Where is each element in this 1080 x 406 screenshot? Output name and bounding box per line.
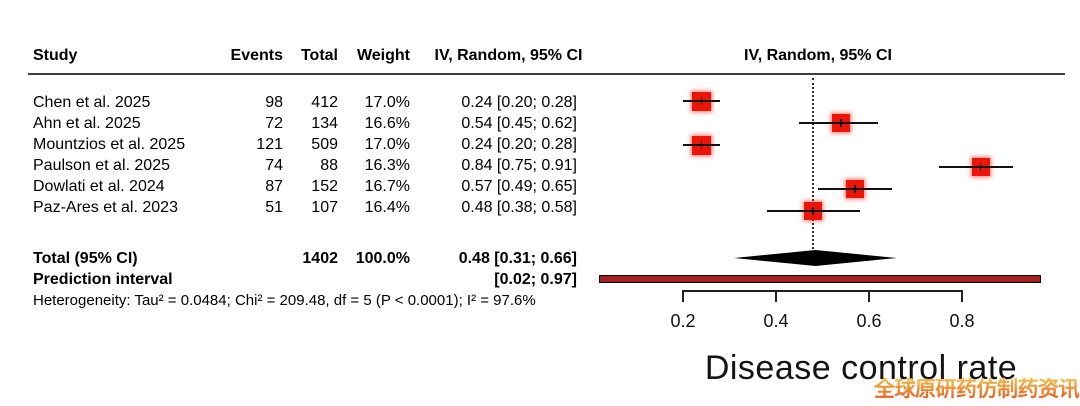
weight-value: 17.0% — [364, 94, 410, 111]
table-row: Ahn et al. 2025 72 134 16.6% 0.54 [0.45;… — [0, 115, 1080, 132]
x-axis-tick-label: 0.4 — [763, 311, 789, 331]
ci-center-tick — [854, 185, 856, 193]
header-rule — [28, 73, 1065, 75]
prediction-interval-label: Prediction interval — [33, 271, 173, 288]
ci-whisker — [799, 122, 879, 124]
total-value: 152 — [311, 178, 338, 195]
x-axis-tick-label: 0.6 — [856, 311, 882, 331]
total-value: 412 — [311, 94, 338, 111]
total-row-n: 1402 — [302, 250, 338, 267]
study-label: Mountzios et al. 2025 — [33, 136, 186, 153]
total-row-ci: 0.48 [0.31; 0.66] — [458, 250, 577, 267]
events-value: 87 — [265, 178, 283, 195]
total-value: 107 — [311, 199, 338, 216]
study-label: Dowlati et al. 2024 — [33, 178, 165, 195]
weight-value: 16.7% — [364, 178, 410, 195]
ci-value: 0.57 [0.49; 0.65] — [461, 178, 577, 195]
study-label: Ahn et al. 2025 — [33, 115, 141, 132]
total-row-weight: 100.0% — [355, 250, 410, 267]
x-axis-title: Disease control rate — [704, 349, 1018, 387]
x-axis-tick — [961, 290, 963, 302]
total-value: 134 — [311, 115, 338, 132]
events-value: 98 — [265, 94, 283, 111]
ci-value: 0.24 [0.20; 0.28] — [461, 136, 577, 153]
events-value: 72 — [265, 115, 283, 132]
overall-diamond — [734, 250, 897, 266]
column-header-study: Study — [33, 47, 78, 64]
study-label: Paulson et al. 2025 — [33, 157, 170, 174]
weight-value: 16.3% — [364, 157, 410, 174]
reference-dashed-line — [812, 78, 815, 253]
x-axis-tick — [682, 290, 684, 302]
x-axis-tick — [775, 290, 777, 302]
table-row: Chen et al. 2025 98 412 17.0% 0.24 [0.20… — [0, 94, 1080, 111]
x-axis-tick-label: 0.8 — [949, 311, 975, 331]
table-row: Paz-Ares et al. 2023 51 107 16.4% 0.48 [… — [0, 199, 1080, 216]
ci-value: 0.54 [0.45; 0.62] — [461, 115, 577, 132]
column-header-ci: IV, Random, 95% CI — [434, 47, 583, 64]
ci-center-tick — [700, 141, 703, 149]
prediction-interval-bar — [599, 275, 1042, 283]
x-axis-line — [683, 290, 962, 292]
weight-value: 16.6% — [364, 115, 410, 132]
total-row: Total (95% CI) 1402 100.0% 0.48 [0.31; 0… — [0, 250, 1080, 267]
events-value: 74 — [265, 157, 283, 174]
ci-center-tick — [840, 119, 842, 127]
ci-value: 0.24 [0.20; 0.28] — [461, 94, 577, 111]
table-row: Paulson et al. 2025 74 88 16.3% 0.84 [0.… — [0, 157, 1080, 174]
ci-center-tick — [700, 97, 703, 105]
column-header-weight: Weight — [356, 47, 410, 64]
total-value: 509 — [311, 136, 338, 153]
watermark-text: 全球原研药仿制药资讯 — [874, 373, 1080, 403]
weight-value: 17.0% — [364, 136, 410, 153]
ci-center-tick — [812, 207, 814, 215]
prediction-interval-ci: [0.02; 0.97] — [494, 271, 577, 288]
total-value: 88 — [320, 157, 338, 174]
x-axis-tick-label: 0.2 — [670, 311, 696, 331]
table-row: Dowlati et al. 2024 87 152 16.7% 0.57 [0… — [0, 178, 1080, 195]
ci-value: 0.48 [0.38; 0.58] — [461, 199, 577, 216]
ci-value: 0.84 [0.75; 0.91] — [461, 157, 577, 174]
study-label: Chen et al. 2025 — [33, 94, 151, 111]
x-axis-tick — [868, 290, 870, 302]
ci-whisker — [938, 166, 1014, 168]
prediction-interval-row: Prediction interval [0.02; 0.97] — [0, 271, 1080, 288]
column-header-total: Total — [300, 47, 338, 64]
total-row-label: Total (95% CI) — [33, 250, 138, 267]
heterogeneity-text: Heterogeneity: Tau² = 0.0484; Chi² = 209… — [33, 292, 536, 309]
events-value: 121 — [256, 136, 283, 153]
study-label: Paz-Ares et al. 2023 — [33, 199, 178, 216]
column-header-events: Events — [230, 47, 283, 64]
weight-value: 16.4% — [364, 199, 410, 216]
table-row: Mountzios et al. 2025 121 509 17.0% 0.24… — [0, 136, 1080, 153]
events-value: 51 — [265, 199, 283, 216]
ci-center-tick — [979, 163, 982, 171]
plot-column-header: IV, Random, 95% CI — [744, 47, 892, 64]
